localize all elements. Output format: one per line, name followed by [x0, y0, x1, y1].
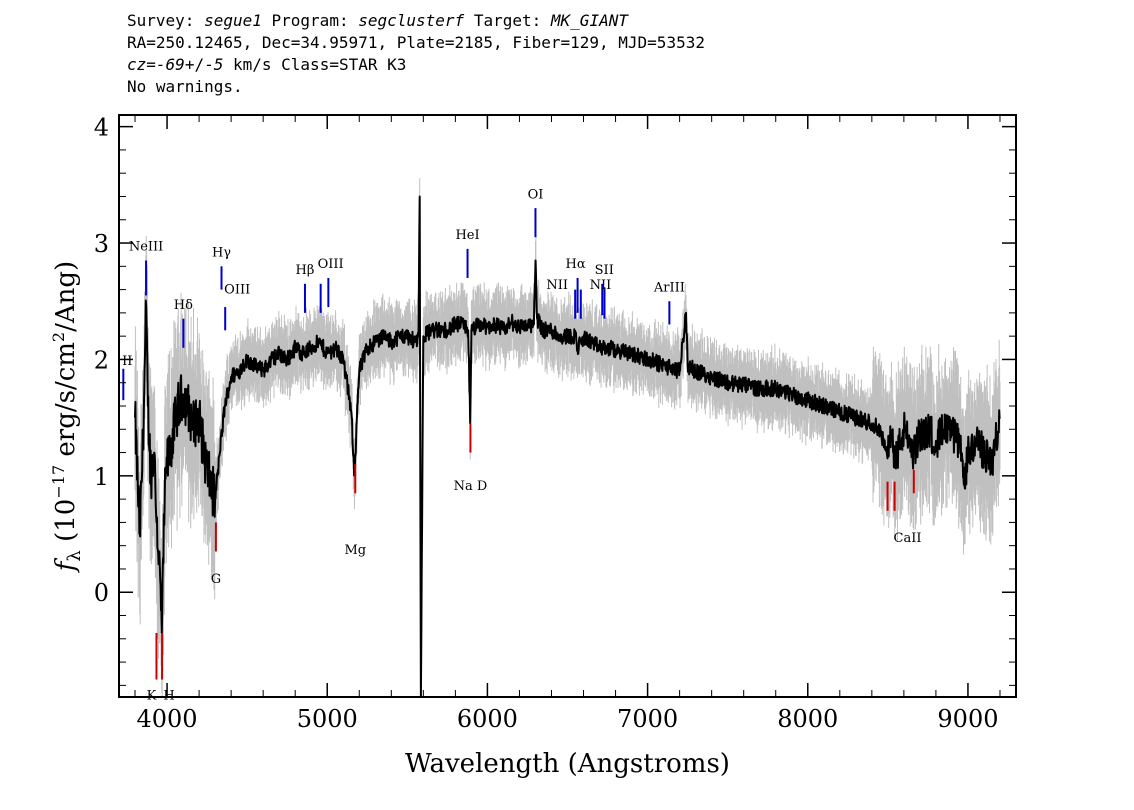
flux-series-line	[134, 195, 1001, 697]
target-value: MK_GIANT	[550, 11, 628, 30]
x-tick-label: 7000	[617, 705, 678, 733]
spectral-line-label: K	[147, 688, 157, 703]
target-label: Target:	[473, 11, 542, 30]
spectral-line-label: OIII	[318, 257, 344, 272]
spectral-line-label: OIII	[224, 283, 250, 298]
y-tick-label: 1	[94, 463, 109, 491]
header-line-4: No warnings.	[127, 77, 243, 96]
spectrum-header: Survey: segue1 Program: segclusterf Targ…	[127, 10, 705, 98]
spectral-line-label: H	[163, 688, 174, 703]
program-label: Program:	[271, 11, 349, 30]
y-tick-label: 2	[94, 346, 109, 374]
spectral-line-label: OI	[528, 187, 544, 202]
spectral-line-label: NII	[546, 278, 568, 293]
x-tick-label: 6000	[457, 705, 518, 733]
spectral-line-label: Hδ	[174, 298, 193, 313]
spectral-line-label: HeI	[455, 228, 479, 243]
x-tick-label: 4000	[137, 705, 198, 733]
cz-plusminus: +/-	[184, 55, 214, 74]
x-tick-label: 8000	[777, 705, 838, 733]
spectral-line-label: Mg	[344, 543, 366, 558]
spectral-line-label: Hγ	[212, 246, 231, 261]
spectral-line-label: G	[211, 572, 221, 587]
y-axis-label: fλ (10−17 erg/s/cm2/Ang)	[49, 261, 85, 573]
spectral-line-label: Hβ	[296, 263, 315, 278]
spectral-line-label: ArIII	[653, 280, 685, 295]
spectral-line-label: CaII	[894, 531, 922, 546]
y-tick-label: 3	[94, 230, 109, 258]
header-line-2: RA=250.12465, Dec=34.95971, Plate=2185, …	[127, 33, 705, 52]
flux-layer	[134, 195, 1001, 697]
spectral-line-label: Hα	[566, 257, 586, 272]
spectral-line-label: SII	[595, 263, 614, 278]
spectral-line-label: II	[122, 354, 132, 369]
spectral-line-label: NeIII	[129, 240, 163, 255]
x-tick-label: 5000	[297, 705, 358, 733]
survey-value: segue1	[204, 11, 262, 30]
y-tick-label: 0	[94, 579, 109, 607]
survey-label: Survey:	[127, 11, 195, 30]
header-line-1: Survey: segue1 Program: segclusterf Targ…	[127, 10, 705, 32]
spectral-line-label: NII	[590, 278, 612, 293]
spectral-line-label: Na D	[454, 479, 488, 494]
program-value: segclusterf	[358, 11, 465, 30]
y-tick-label: 4	[94, 114, 109, 142]
cz-label: cz=	[127, 55, 156, 74]
cz-value: -69	[155, 55, 185, 74]
x-tick-label: 9000	[937, 705, 998, 733]
x-axis-label: Wavelength (Angstroms)	[405, 749, 730, 779]
cz-error: 5	[213, 55, 224, 74]
header-line-3: cz=-69+/-5 km/s Class=STAR K3	[127, 54, 705, 76]
cz-rest: km/s Class=STAR K3	[223, 55, 407, 74]
axes-layer: 4000 5000 6000 7000 8000 9000 0 1 2 3 4 Wavelength …	[49, 114, 1016, 779]
